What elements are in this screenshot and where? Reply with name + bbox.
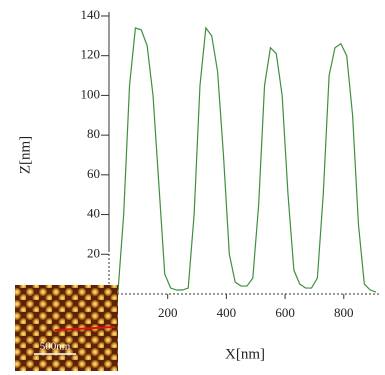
y-tick-label: 80 [87, 126, 100, 141]
chart: Z[nm] X[nm] 20 40 60 80 100 120 140 200 400 600 80… [0, 0, 385, 375]
y-tick-label: 140 [81, 7, 101, 22]
x-tick-label: 400 [217, 305, 237, 320]
y-tick-label: 60 [87, 166, 100, 181]
x-tick-label: 600 [275, 305, 295, 320]
y-axis-label: Z[nm] [17, 136, 33, 174]
y-tick-label: 20 [87, 245, 100, 260]
y-tick-label: 100 [81, 86, 101, 101]
y-tick-label: 40 [87, 206, 100, 221]
data-line [118, 28, 376, 294]
x-tick-label: 200 [158, 305, 178, 320]
inset-image: 500nm [15, 285, 118, 371]
x-tick-label: 800 [334, 305, 354, 320]
y-tick-label: 120 [81, 47, 101, 62]
x-axis-label: X[nm] [225, 346, 265, 362]
inset-label: 500nm [40, 341, 71, 353]
